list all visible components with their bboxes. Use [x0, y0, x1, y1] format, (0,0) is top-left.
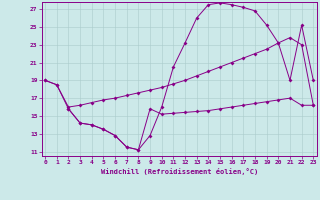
X-axis label: Windchill (Refroidissement éolien,°C): Windchill (Refroidissement éolien,°C) — [100, 168, 258, 175]
